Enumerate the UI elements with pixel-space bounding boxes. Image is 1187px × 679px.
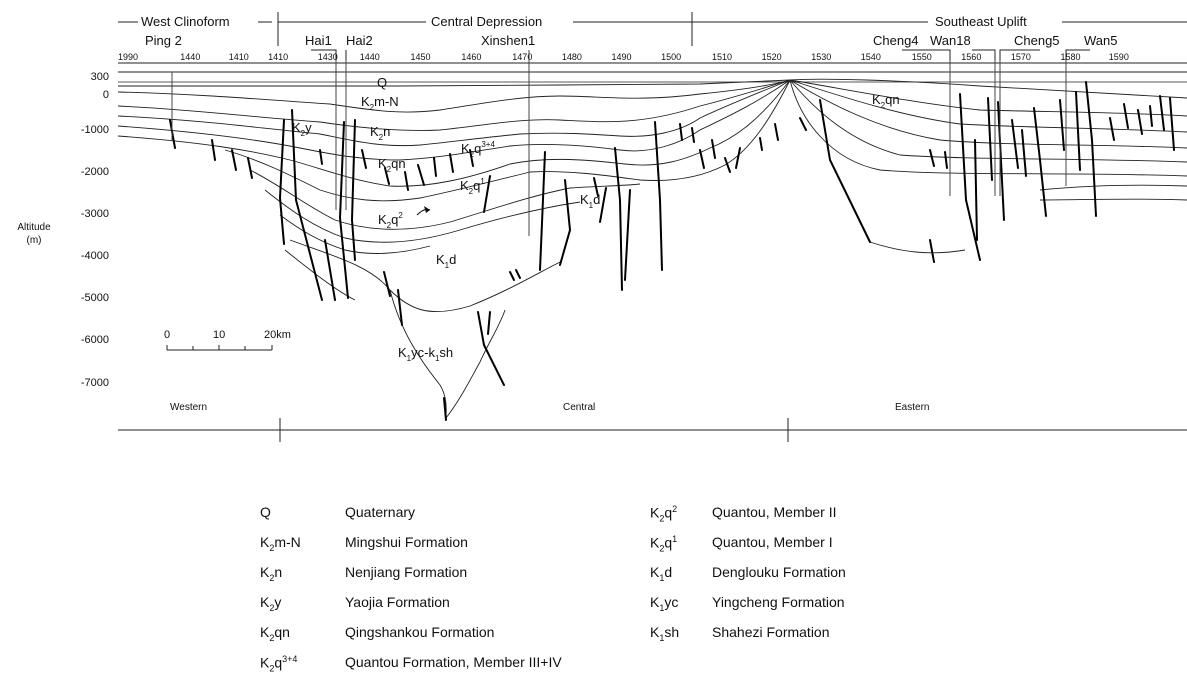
trace-number: 1570	[1011, 52, 1031, 62]
trace-number: 1430	[318, 52, 338, 62]
trace-number: 1990	[118, 52, 138, 62]
label-k1d-central: K1d	[580, 192, 600, 210]
region-header: West Clinoform Central Depression Southe…	[118, 12, 1187, 46]
label-k2q34: K2q3+4	[461, 140, 495, 159]
trace-number: 1580	[1061, 52, 1081, 62]
trace-number: 1480	[562, 52, 582, 62]
trace-number: 1440	[360, 52, 380, 62]
trace-number: 1410	[268, 52, 288, 62]
label-k2qn-east: K2qn	[872, 92, 900, 110]
well-cheng4: Cheng4	[873, 33, 919, 48]
scale-tick-10: 10	[213, 329, 225, 341]
label-k2n: K2n	[370, 124, 390, 142]
trace-number-row: 1990 1440 1410 1410 1430 1440 1450 1460 1470 1480…	[118, 52, 1187, 64]
y-axis-unit: (m)	[27, 235, 42, 246]
well-cheng5: Cheng5	[1014, 33, 1060, 48]
trace-number: 1530	[811, 52, 831, 62]
well-wan5: Wan5	[1084, 33, 1117, 48]
label-k2y: K2y	[292, 120, 312, 138]
well-labels: Ping 2 Hai1 Hai2 Xinshen1 Cheng4 Wan18 C…	[145, 33, 1117, 60]
trace-number: 1540	[861, 52, 881, 62]
trace-number: 1560	[961, 52, 981, 62]
zone-labels: Western Central Eastern	[170, 402, 929, 413]
label-q: Q	[377, 75, 387, 90]
zone-eastern: Eastern	[895, 402, 929, 413]
y-axis: Altitude (m) 300 0 -1000 -2000 -3000 -4000 -50…	[17, 71, 109, 389]
scale-bar: 0 10 20km	[164, 329, 291, 351]
label-k2qn: K2qn	[378, 156, 406, 174]
trace-number: 1520	[762, 52, 782, 62]
region-southeast-uplift: Southeast Uplift	[935, 14, 1027, 29]
fault-lines	[169, 81, 1175, 421]
zone-western: Western	[170, 402, 207, 413]
trace-number: 1460	[461, 52, 481, 62]
y-tick-label: -2000	[81, 166, 109, 178]
label-k2mn: K2m-N	[361, 94, 399, 112]
well-ping2: Ping 2	[145, 33, 182, 48]
trace-number: 1490	[612, 52, 632, 62]
well-hai1: Hai1	[305, 33, 332, 48]
label-k1d-deep: K1d	[436, 252, 456, 270]
zone-central: Central	[563, 402, 595, 413]
region-central-depression: Central Depression	[431, 14, 542, 29]
y-tick-label: -5000	[81, 292, 109, 304]
trace-number: 1510	[712, 52, 732, 62]
scale-tick-0: 0	[164, 329, 170, 341]
region-west-clinoform: West Clinoform	[141, 14, 230, 29]
well-wan18: Wan18	[930, 33, 971, 48]
y-tick-label: -3000	[81, 208, 109, 220]
trace-number: 1440	[180, 52, 200, 62]
y-tick-label: 0	[103, 89, 109, 101]
well-xinshen1: Xinshen1	[481, 33, 535, 48]
trace-number: 1410	[229, 52, 249, 62]
y-tick-label: -7000	[81, 377, 109, 389]
y-tick-label: -4000	[81, 250, 109, 262]
y-tick-label: 300	[91, 71, 109, 83]
label-k2q1: K2q1	[460, 177, 485, 196]
label-k2q2: K2q2	[378, 211, 403, 230]
label-k1yc-k1sh: K1yc-k1sh	[398, 345, 453, 363]
trace-number: 1500	[661, 52, 681, 62]
y-tick-label: -1000	[81, 124, 109, 136]
trace-number: 1590	[1109, 52, 1129, 62]
y-axis-title: Altitude	[17, 222, 51, 233]
scale-tick-20km: 20km	[264, 329, 291, 341]
well-hai2: Hai2	[346, 33, 373, 48]
trace-number: 1550	[912, 52, 932, 62]
well-bores	[171, 50, 1067, 236]
formation-labels: Q K2m-N K2y K2n K2qn K2q3+4 K2q1 K2q2 K1…	[292, 75, 900, 363]
trace-number: 1470	[512, 52, 532, 62]
trace-number: 1450	[411, 52, 431, 62]
stratigraphic-boundaries	[117, 78, 1187, 419]
y-tick-label: -6000	[81, 334, 109, 346]
